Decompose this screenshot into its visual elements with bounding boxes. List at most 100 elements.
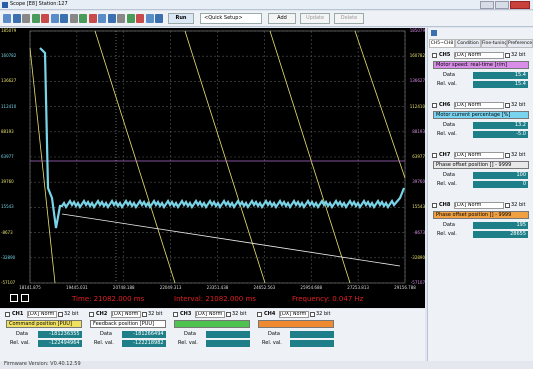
signal-dropdown[interactable]: Motor speed: real-time [r/m] <box>433 61 529 69</box>
toolbar-icon[interactable] <box>22 14 30 23</box>
zoom-box[interactable] <box>21 294 29 302</box>
data-label: Data <box>100 331 112 337</box>
right-axis-label: 136627 <box>409 78 425 84</box>
bits-checkbox[interactable] <box>310 312 315 317</box>
interval-readout: Interval: 21082.000 ms <box>174 295 256 303</box>
quick-setup-dropdown[interactable]: <Quick Setup> <box>200 13 262 24</box>
right-axis-label: 39760 <box>412 179 425 185</box>
toolbar-icon[interactable] <box>50 14 59 23</box>
channel-checkbox[interactable] <box>257 312 262 317</box>
signal-dropdown[interactable]: Phase offset position [] - 9999 <box>433 211 529 219</box>
toolbar-icon[interactable] <box>41 14 49 23</box>
toolbar-icon[interactable] <box>79 14 87 23</box>
channel-checkbox[interactable] <box>432 153 437 158</box>
toolbar-icon[interactable] <box>60 14 68 23</box>
left-axis-label: 112410 <box>1 103 17 109</box>
toolbar-icon[interactable] <box>98 14 106 23</box>
toolbar-icon[interactable] <box>31 14 40 23</box>
signal-dropdown[interactable]: Feedback position [PUU] <box>90 320 166 328</box>
mode-dropdown[interactable]: [DX] Norm <box>454 102 504 109</box>
mode-dropdown[interactable]: [DX] Norm <box>27 311 57 318</box>
toolbar-icon[interactable] <box>12 14 21 23</box>
left-axis-label: 63977 <box>1 154 14 159</box>
bits-checkbox[interactable] <box>505 53 510 58</box>
x-axis-label: 18141.875 <box>19 285 41 290</box>
minimize-button[interactable] <box>480 1 494 9</box>
channel-name: CH7 <box>439 152 451 158</box>
channel-checkbox[interactable] <box>432 53 437 58</box>
channel-checkbox[interactable] <box>432 103 437 108</box>
add-button[interactable]: Add <box>268 13 296 24</box>
panel-tab[interactable]: CH5~CH8 <box>429 39 455 48</box>
bits-checkbox[interactable] <box>58 312 63 317</box>
delete-button[interactable]: Delete <box>334 13 364 24</box>
signal-dropdown[interactable]: Motor current percentage [%] <box>433 111 529 119</box>
channel-checkbox[interactable] <box>173 312 178 317</box>
data-value: -181236355 <box>37 331 82 338</box>
trace-ch1 <box>29 47 56 284</box>
bits-checkbox[interactable] <box>505 153 510 158</box>
left-axis-label: -32890 <box>1 254 16 260</box>
zoom-box[interactable] <box>10 294 18 302</box>
x-axis-label: 27253.813 <box>347 285 369 290</box>
rel-value: -122494964 <box>37 340 82 347</box>
left-axis-label: 39760 <box>1 179 14 185</box>
plot-border <box>29 30 406 284</box>
toolbar-icon[interactable] <box>145 14 154 23</box>
toolbar-icon[interactable] <box>88 14 97 23</box>
pin-icon[interactable] <box>431 30 437 36</box>
maximize-button[interactable] <box>495 1 509 9</box>
channel-checkbox[interactable] <box>5 312 10 317</box>
mode-dropdown[interactable]: [DX] Norm <box>279 311 309 318</box>
panel-tab[interactable]: Preferences <box>507 39 533 48</box>
toolbar-icon[interactable] <box>3 14 11 23</box>
right-axis-label: -32890 <box>410 254 425 260</box>
x-axis-label: 22049.313 <box>159 285 182 290</box>
rel-value: 15.4 <box>473 81 528 88</box>
toolbar-icon[interactable] <box>117 14 125 23</box>
signal-dropdown[interactable]: Phase offset position [] - 9999 <box>433 161 529 169</box>
toolbar-icon[interactable] <box>107 14 116 23</box>
toolbar-icon[interactable] <box>69 14 78 23</box>
panel-tab[interactable]: Fine-tuning <box>481 39 507 48</box>
trace-ch1 <box>184 30 266 284</box>
signal-dropdown[interactable]: Command position [PUU] <box>6 320 82 328</box>
channel-checkbox[interactable] <box>432 203 437 208</box>
bits-checkbox[interactable] <box>142 312 147 317</box>
right-axis-label: 15543 <box>412 204 425 210</box>
data-value: 13.2 <box>473 122 528 129</box>
data-value <box>205 331 250 338</box>
channel-checkbox[interactable] <box>89 312 94 317</box>
run-button[interactable]: Run <box>168 13 194 24</box>
rel-label: Rel. val. <box>437 181 457 187</box>
channel-group: CH3 [DX] Norm 32 bit Data Rel. val. <box>172 310 252 358</box>
update-button[interactable]: Update <box>300 13 330 24</box>
toolbar-icon[interactable] <box>155 14 163 23</box>
close-button[interactable] <box>510 1 530 9</box>
left-axis-label: -57107 <box>1 280 16 285</box>
data-value <box>289 331 334 338</box>
channel-name: CH1 <box>12 311 24 317</box>
mode-dropdown[interactable]: [DX] Norm <box>195 311 225 318</box>
signal-dropdown[interactable] <box>174 320 250 328</box>
bits-checkbox[interactable] <box>226 312 231 317</box>
right-axis-label: 112410 <box>409 103 425 109</box>
panel-tab[interactable]: Condition <box>455 39 481 48</box>
x-axis-label: 25954.688 <box>300 285 323 290</box>
channel-group: CH2 [DX] Norm 32 bit Feedback position [PUU… <box>88 310 168 358</box>
bits-checkbox[interactable] <box>505 203 510 208</box>
data-label: Data <box>443 172 455 178</box>
channel-name: CH8 <box>439 202 451 208</box>
mode-dropdown[interactable]: [DX] Norm <box>454 152 504 159</box>
bits-checkbox[interactable] <box>505 103 510 108</box>
signal-dropdown[interactable] <box>258 320 334 328</box>
mode-dropdown[interactable]: [DX] Norm <box>454 202 504 209</box>
toolbar: Run <Quick Setup> Add Update Delete <box>0 11 533 27</box>
channel-group: CH6 [DX] Norm 32 bit Motor current percenta… <box>431 101 531 149</box>
data-label: Data <box>16 331 28 337</box>
toolbar-icon[interactable] <box>136 14 144 23</box>
toolbar-icon[interactable] <box>126 14 135 23</box>
mode-dropdown[interactable]: [DX] Norm <box>111 311 141 318</box>
x-axis-label: 23351.438 <box>206 285 229 290</box>
mode-dropdown[interactable]: [DX] Norm <box>454 52 504 59</box>
